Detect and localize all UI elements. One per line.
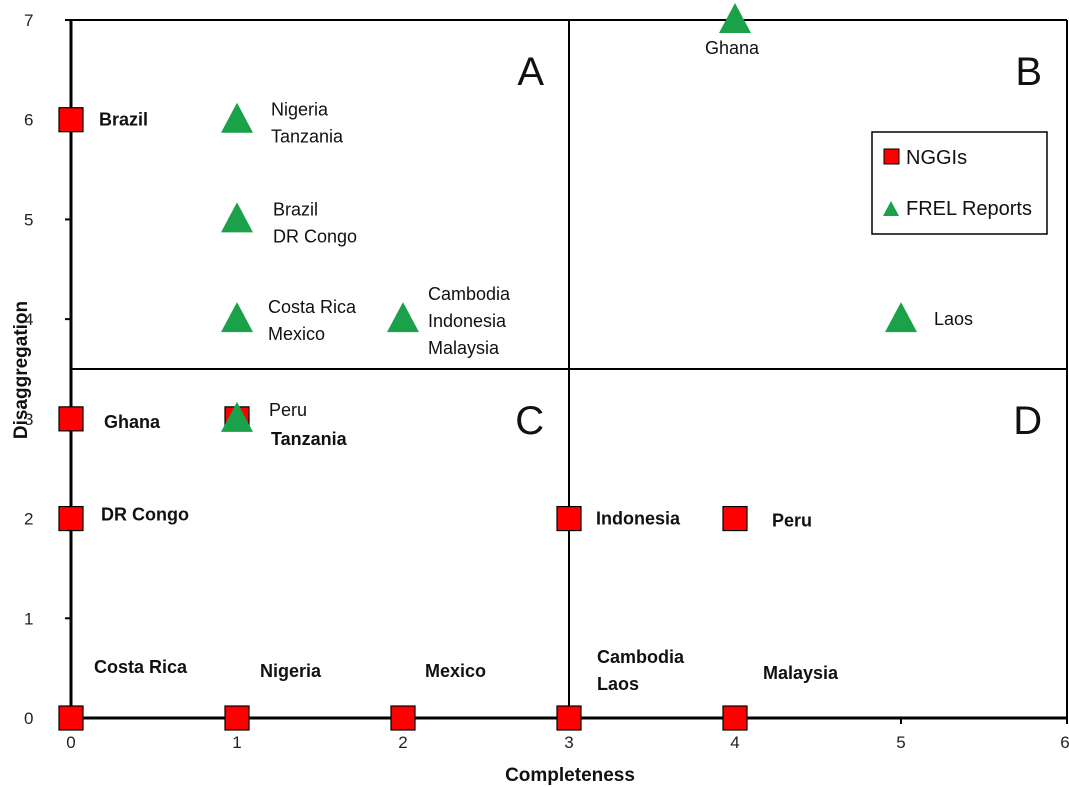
x-tick-label: 2 (398, 733, 407, 752)
x-tick-label: 4 (730, 733, 739, 752)
data-points (58, 3, 917, 731)
nggi-marker (58, 705, 84, 731)
frel-marker (221, 102, 253, 133)
quadrant-dividers (71, 20, 1067, 718)
nggi-marker (58, 107, 84, 133)
frel-marker (719, 3, 751, 33)
nggi-marker (556, 505, 582, 532)
x-tick-label: 1 (232, 733, 241, 752)
y-tick-label: 1 (24, 609, 33, 628)
y-tick-label: 2 (24, 510, 33, 529)
y-tick-label: 4 (24, 310, 33, 329)
x-tick-label: 6 (1060, 733, 1069, 752)
nggi-point-label: Peru (772, 511, 812, 531)
legend-nggis-marker (883, 148, 900, 165)
frel-point-label: Peru (269, 400, 307, 420)
frel-point-label: Cambodia (428, 284, 511, 304)
y-tick-label: 0 (24, 709, 33, 728)
point-labels: Brazil Ghana Tanzania DR Congo Indonesia Peru… (94, 38, 973, 694)
legend-frel-marker (883, 201, 899, 216)
nggi-point-label: Nigeria (260, 661, 322, 681)
frel-point-label: Costa Rica (268, 297, 357, 317)
frel-point-label: Mexico (268, 324, 325, 344)
nggi-point-label: Malaysia (763, 663, 839, 683)
x-axis-title: Completeness (505, 765, 635, 786)
nggi-point-label: Indonesia (596, 509, 681, 529)
frel-point-label: Malaysia (428, 338, 500, 358)
nggi-point-label: Mexico (425, 661, 486, 681)
frel-marker (221, 302, 253, 333)
quadrant-label-b: B (1015, 50, 1042, 94)
y-tick-label: 5 (24, 210, 33, 229)
frel-point-label: Indonesia (428, 311, 507, 331)
y-tick-label: 7 (24, 11, 33, 30)
nggi-point-label: Cambodia (597, 647, 685, 667)
nggi-point-label: Laos (597, 674, 639, 694)
legend: NGGIs FREL Reports (871, 131, 1048, 235)
frel-point-label: Brazil (273, 199, 318, 219)
nggi-marker (58, 406, 84, 432)
nggi-point-label: Brazil (99, 110, 148, 130)
quadrant-label-d: D (1013, 399, 1042, 443)
quadrant-label-c: C (515, 399, 544, 443)
nggi-point-label: Ghana (104, 412, 161, 432)
y-tick-label: 6 (24, 111, 33, 130)
legend-nggis-label: NGGIs (906, 147, 967, 169)
quadrant-label-a: A (517, 50, 544, 94)
frel-point-label: Ghana (705, 38, 760, 58)
x-tick-label: 0 (66, 733, 75, 752)
y-tick-label: 3 (24, 410, 33, 429)
frel-marker (221, 401, 253, 432)
x-tick-label: 5 (896, 733, 905, 752)
nggi-marker (722, 505, 748, 532)
nggi-marker (390, 705, 416, 731)
legend-frel-label: FREL Reports (906, 198, 1032, 220)
frel-point-label: DR Congo (273, 226, 357, 246)
frel-point-label: Laos (934, 309, 973, 329)
frel-marker (885, 302, 917, 333)
nggi-marker (556, 705, 582, 731)
nggi-marker (58, 505, 84, 532)
nggi-point-label: DR Congo (101, 505, 189, 525)
nggi-point-label: Costa Rica (94, 657, 188, 677)
quadrant-labels: A B C D (515, 50, 1042, 443)
frel-marker (387, 302, 419, 333)
frel-point-label: Tanzania (271, 127, 344, 147)
nggi-marker (722, 705, 748, 731)
frel-point-label: Nigeria (271, 100, 329, 120)
nggi-marker (224, 705, 250, 731)
legend-frame (871, 131, 1048, 235)
y-axis-title: Disaggregation (11, 301, 32, 439)
nggi-point-label: Tanzania (271, 429, 348, 449)
x-tick-label: 3 (564, 733, 573, 752)
frel-marker (221, 202, 253, 233)
